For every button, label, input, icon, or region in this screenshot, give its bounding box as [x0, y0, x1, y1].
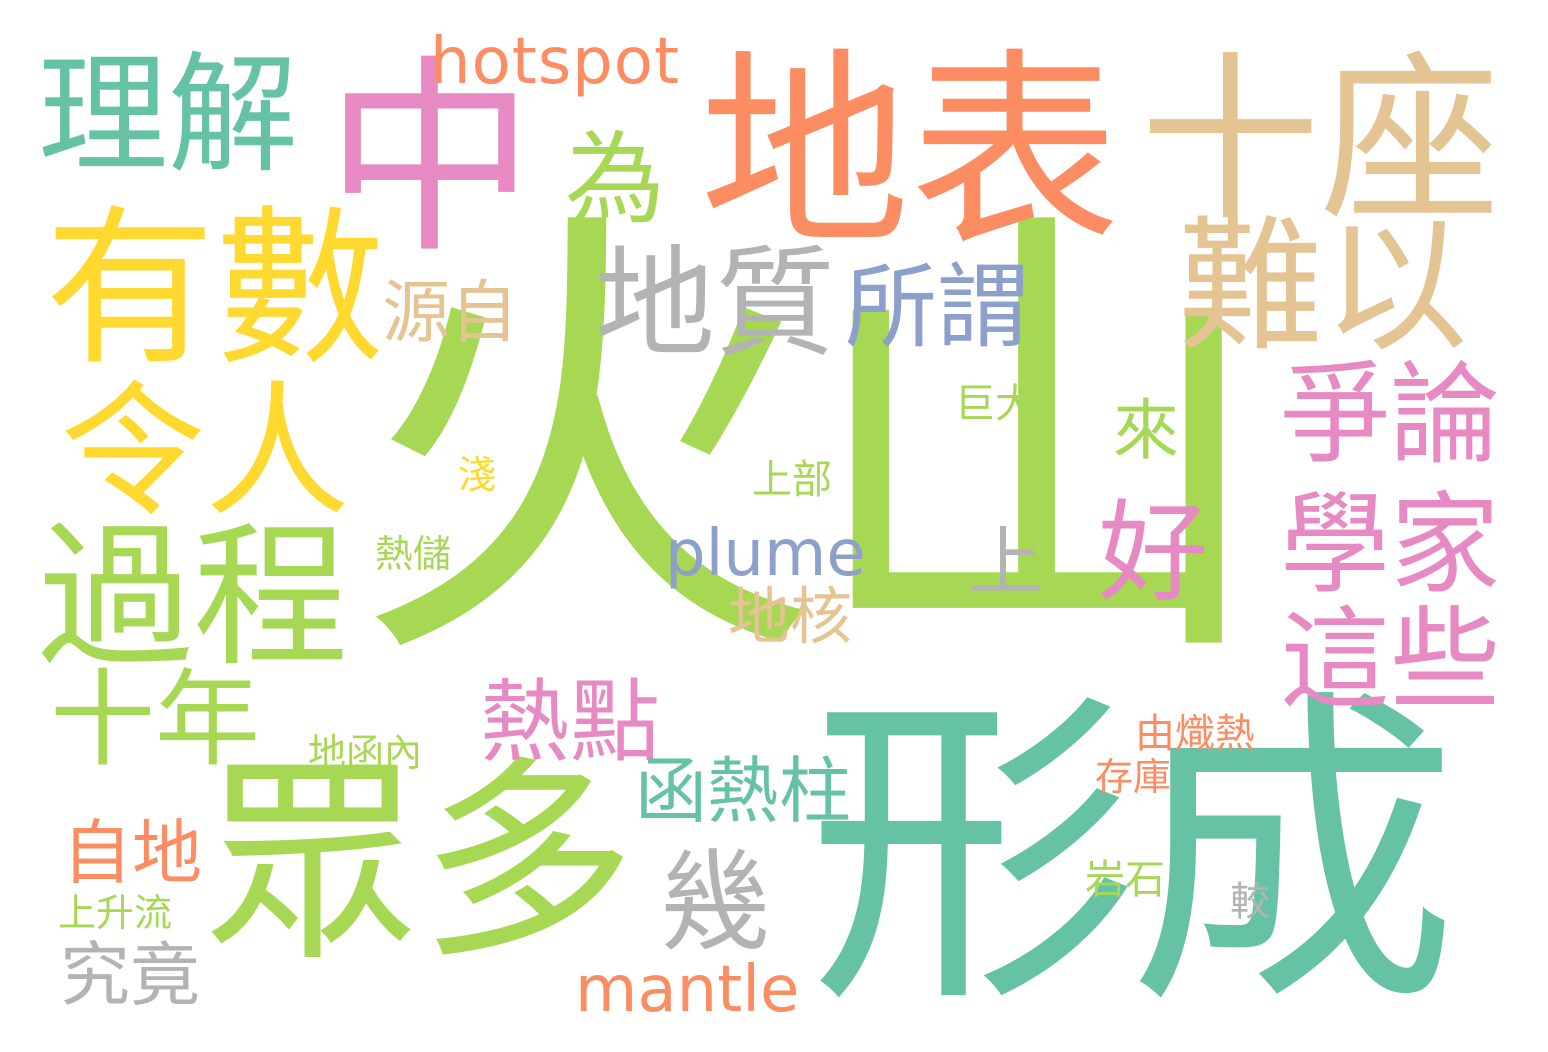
- word-juda: 巨大: [955, 381, 1035, 427]
- word-hotspot: hotspot: [430, 25, 681, 99]
- word-qian: 淺: [458, 453, 497, 497]
- word-shangshengliu: 上升流: [58, 891, 173, 935]
- word-zhongduo: 眾多: [205, 737, 635, 988]
- word-lijie: 理解: [38, 39, 299, 191]
- word-lingren: 令人: [60, 368, 350, 537]
- word-xingcheng: 形成: [808, 663, 1458, 1047]
- word-hao: 好: [1098, 489, 1208, 617]
- word-shangbu: 上部: [752, 457, 832, 503]
- word-jiujing: 究竟: [60, 934, 200, 1016]
- word-zhenglun: 爭論: [1280, 351, 1500, 479]
- word-zidi: 自地: [62, 812, 202, 894]
- word-yuanzi: 源自: [382, 274, 519, 353]
- word-yanshi: 岩石: [1085, 857, 1165, 903]
- word-dihe: 地核: [728, 580, 853, 653]
- word-jiao: 較: [1230, 879, 1270, 925]
- word-lai: 來: [1113, 392, 1179, 469]
- word-redian: 熱點: [480, 670, 660, 775]
- word-ji: 幾: [660, 839, 770, 967]
- word-suowei: 所謂: [845, 254, 1030, 361]
- word-nanyi: 難以: [1178, 203, 1468, 372]
- word-plume: plume: [665, 517, 866, 591]
- word-dihannei: 地函內: [308, 731, 423, 775]
- word-cunku: 存庫: [1095, 755, 1172, 799]
- word-zhexie: 這些: [1280, 596, 1500, 724]
- word-shizuo: 十座: [1140, 37, 1501, 246]
- word-xuejia: 學家: [1280, 481, 1500, 609]
- word-rechu: 熱儲: [375, 532, 452, 576]
- word-mantle: mantle: [575, 953, 800, 1027]
- word-wei: 為: [565, 121, 665, 238]
- word-zhong: 中: [325, 37, 536, 282]
- word-dibiao: 地表: [700, 30, 1121, 275]
- word-hanrezhu: 函熱柱: [635, 749, 852, 833]
- word-huoshan: 火山: [352, 171, 1272, 718]
- word-guocheng: 過程: [38, 507, 348, 688]
- word-dizhi: 地質: [595, 235, 835, 374]
- word-shinian: 十年: [50, 659, 261, 781]
- word-youshu: 有數: [45, 191, 386, 389]
- word-shang: 上: [968, 518, 1044, 606]
- word-youchire: 由熾熱: [1135, 711, 1255, 757]
